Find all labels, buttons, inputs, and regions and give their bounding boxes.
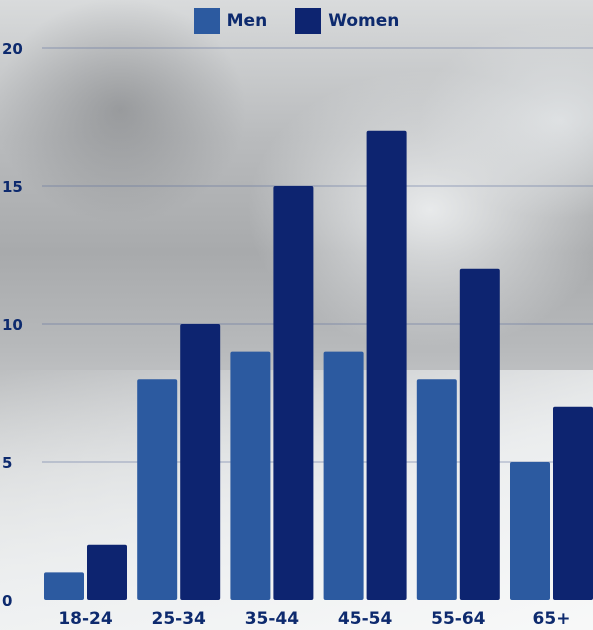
x-tick-label: 25-34 [152, 609, 207, 629]
x-tick-label: 65+ [533, 609, 571, 629]
bar-men-45-54 [323, 351, 364, 600]
bar-men-25-34 [137, 379, 178, 600]
bar-women-25-34 [180, 324, 221, 600]
y-tick-label: 5 [2, 454, 12, 472]
x-tick-label: 45-54 [338, 609, 393, 629]
x-tick-label: 18-24 [58, 609, 113, 629]
x-tick-label: 35-44 [245, 609, 300, 629]
bar-men-65+ [510, 462, 550, 600]
y-tick-label: 15 [2, 178, 23, 196]
legend-swatch-men [193, 8, 220, 34]
x-tick-label: 55-64 [431, 609, 486, 629]
bar-women-65+ [553, 406, 593, 600]
bar-men-35-44 [230, 351, 271, 600]
bar-women-45-54 [366, 130, 407, 601]
bar-women-35-44 [273, 186, 314, 600]
legend-item-women: Women [295, 8, 399, 34]
legend-label-men: Men [226, 11, 268, 31]
legend-label-women: Women [328, 11, 400, 31]
bar-men-18-24 [44, 572, 84, 600]
bar-women-18-24 [87, 544, 127, 600]
legend: Men Women [0, 8, 593, 34]
bar-men-55-64 [416, 379, 457, 600]
legend-swatch-women [295, 8, 322, 34]
legend-item-men: Men [193, 8, 268, 34]
y-tick-label: 0 [2, 592, 12, 610]
y-tick-label: 20 [2, 40, 23, 58]
bar-women-55-64 [459, 268, 500, 600]
y-tick-label: 10 [2, 316, 23, 334]
